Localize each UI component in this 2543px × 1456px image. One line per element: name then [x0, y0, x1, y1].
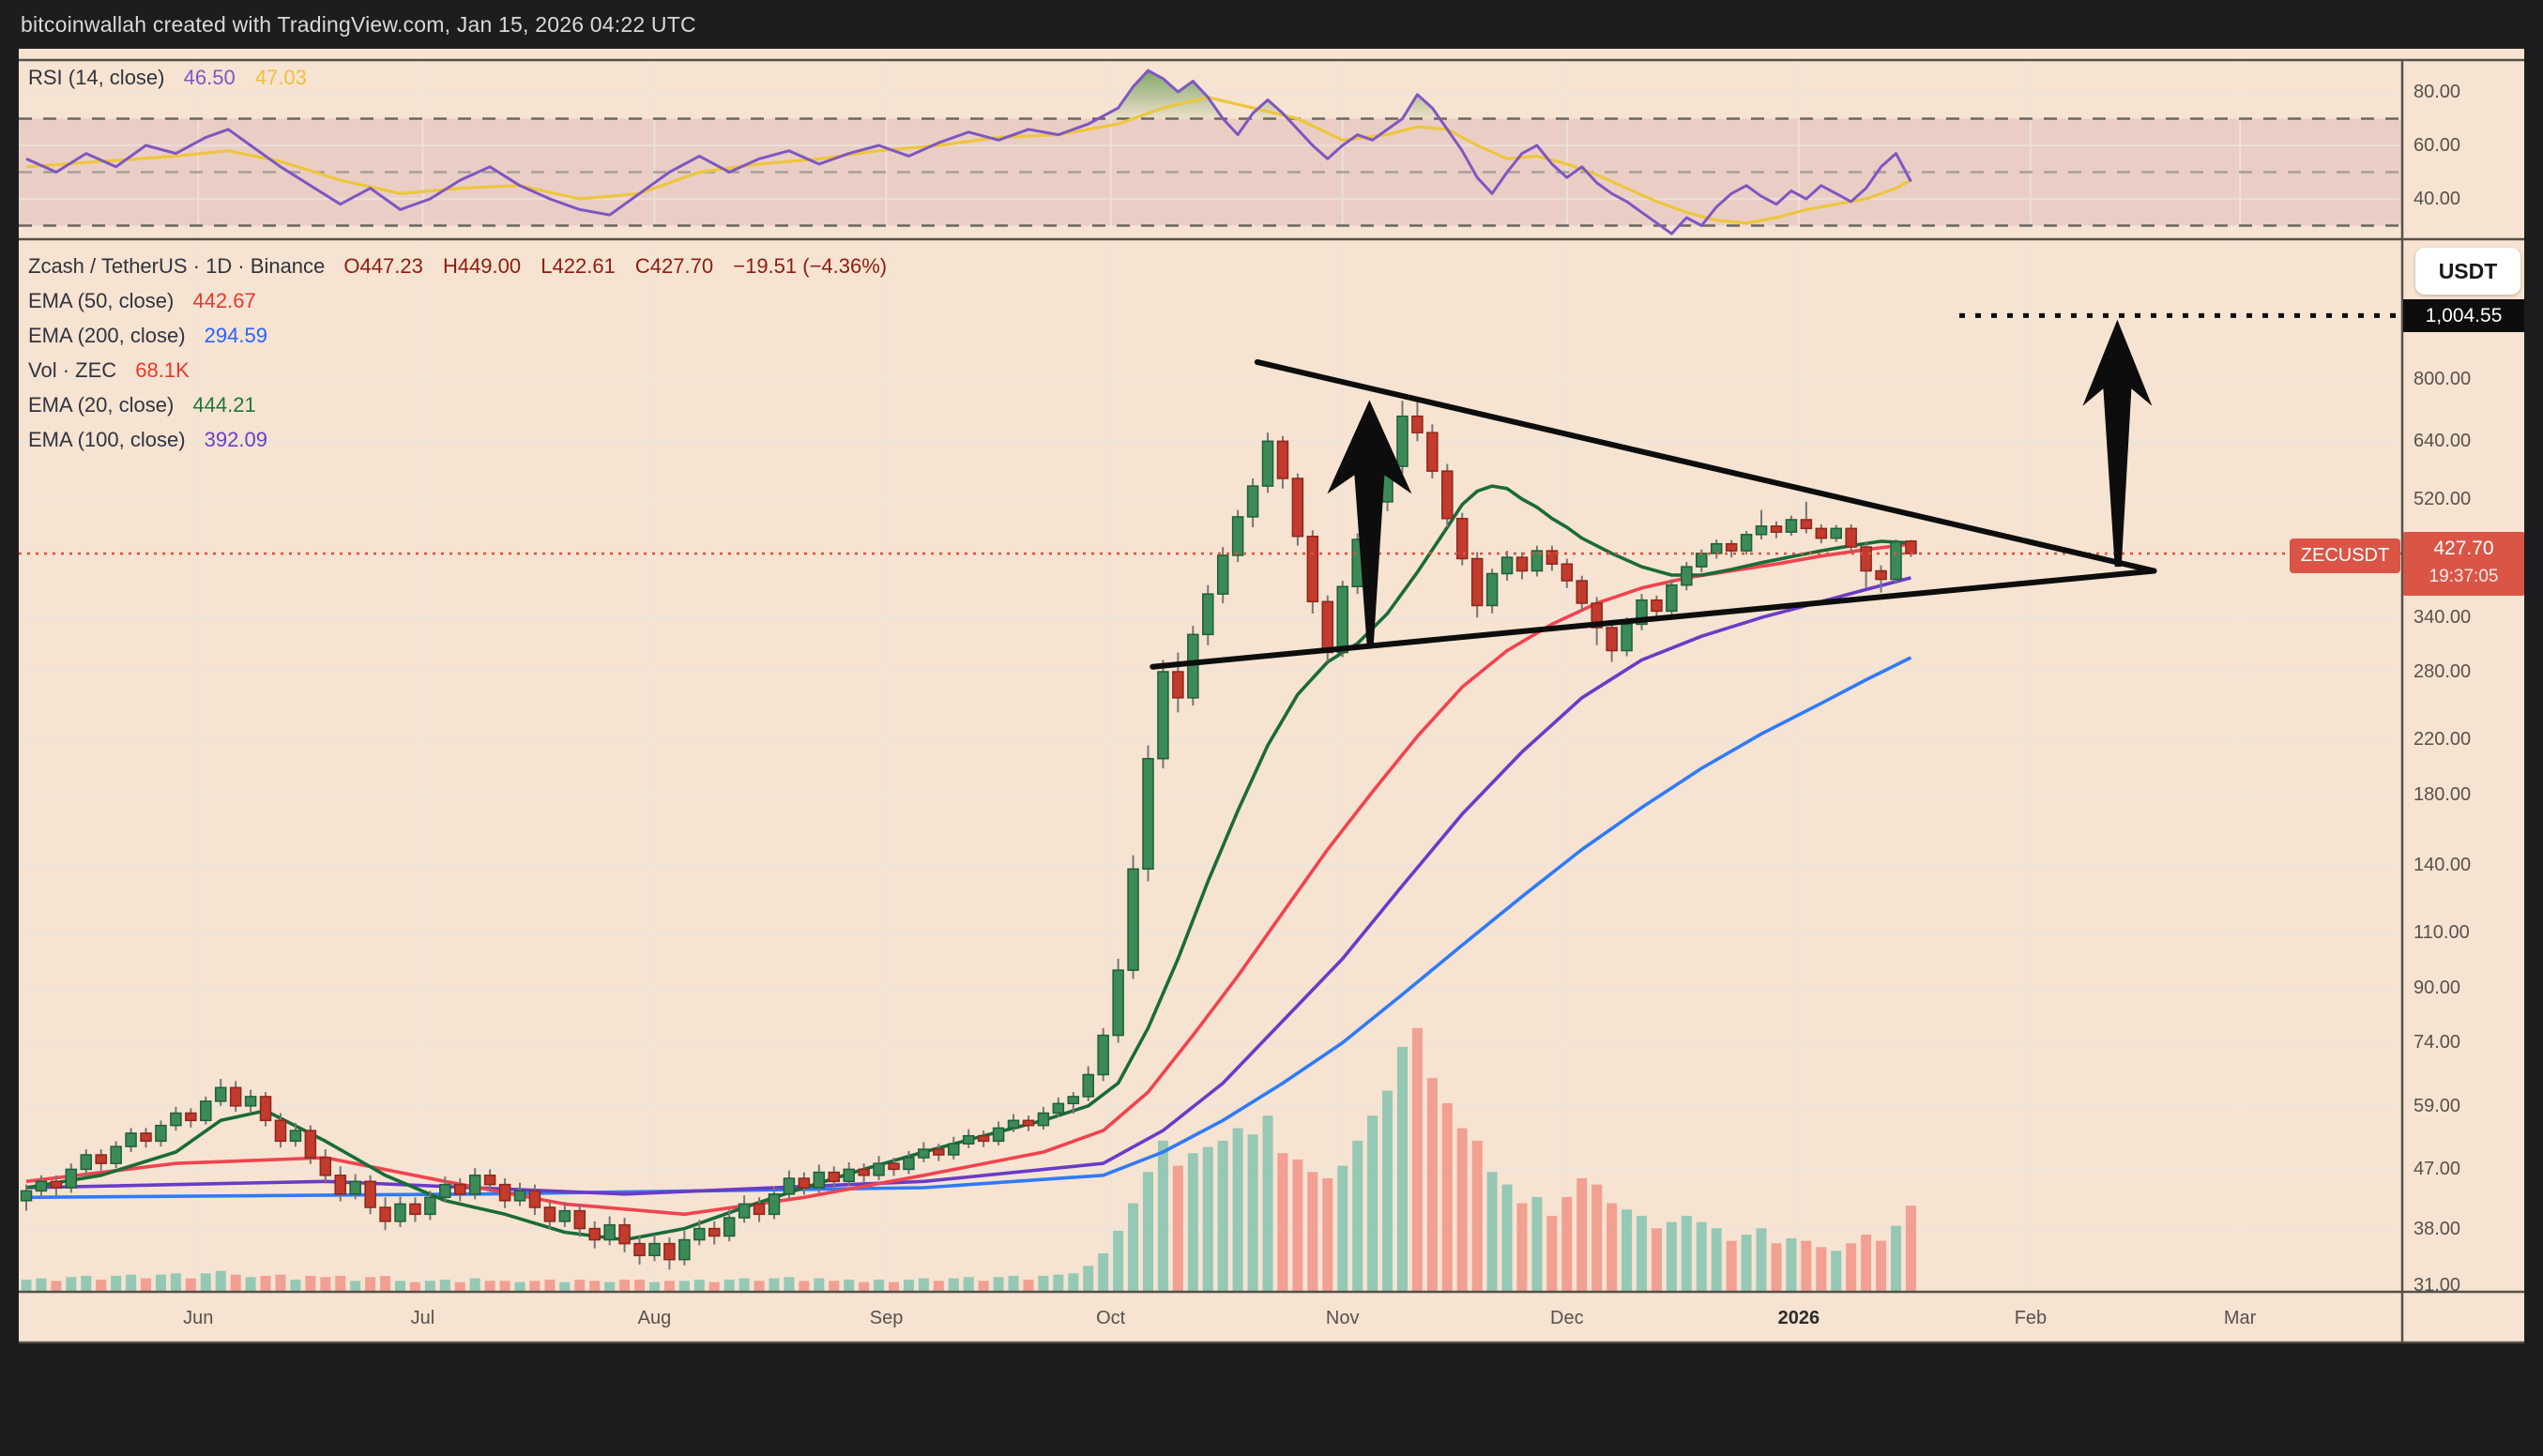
ema200-legend-row[interactable]: EMA (200, close) 294.59 — [28, 318, 887, 353]
time-tick-label: Mar — [2223, 1308, 2257, 1328]
target-price-axis-label: 1,004.55 — [2403, 299, 2524, 332]
breakout-arrow-2[interactable] — [2082, 319, 2153, 568]
breakout-arrow-1[interactable] — [1327, 400, 1412, 646]
ema50-value: 442.67 — [192, 289, 256, 312]
ema50-legend-row[interactable]: EMA (50, close) 442.67 — [28, 283, 887, 318]
ema200-label: EMA (200, close) — [28, 324, 186, 347]
attribution-text: bitcoinwallah created with TradingView.c… — [21, 12, 696, 37]
time-tick-label: Aug — [637, 1308, 672, 1328]
rsi-value: 46.50 — [183, 66, 236, 89]
volume-label: Vol · ZEC — [28, 358, 117, 382]
price-tick-label: 31.00 — [2414, 1275, 2461, 1297]
price-tick-label: 220.00 — [2414, 728, 2472, 750]
ema20-label: EMA (20, close) — [28, 393, 175, 417]
time-tick-label: Feb — [2014, 1308, 2048, 1328]
ohlc-low: L422.61 — [541, 254, 616, 278]
time-tick-label: Nov — [1325, 1308, 1360, 1328]
time-tick-label: Jul — [410, 1308, 435, 1328]
price-tick-label: 110.00 — [2414, 921, 2470, 943]
ohlc-open: O447.23 — [343, 254, 423, 278]
ohlc-change: −19.51 (−4.36%) — [733, 254, 888, 278]
symbol-price-tag: ZECUSDT — [2290, 538, 2400, 573]
time-tick-label: Oct — [1096, 1308, 1126, 1328]
rsi-tick-label: 80.00 — [2414, 82, 2461, 102]
time-tick-label: Sep — [869, 1308, 904, 1328]
current-price-axis-label: 427.70 19:37:05 — [2403, 532, 2524, 596]
price-tick-label: 74.00 — [2414, 1032, 2461, 1054]
time-tick-label: Jun — [183, 1308, 214, 1328]
price-tick-label: 280.00 — [2414, 661, 2472, 682]
time-tick-label: Dec — [1550, 1308, 1584, 1328]
price-tick-label: 180.00 — [2414, 784, 2472, 806]
rsi-legend-label: RSI (14, close) — [28, 66, 165, 89]
rsi-line — [25, 68, 1912, 235]
time-tick-label: 2026 — [1777, 1308, 1820, 1328]
price-tick-label: 59.00 — [2414, 1095, 2461, 1116]
bar-countdown: 19:37:05 — [2429, 567, 2499, 586]
price-tick-label: 800.00 — [2414, 368, 2472, 389]
ema20-legend-row[interactable]: EMA (20, close) 444.21 — [28, 387, 887, 422]
ohlc-close: C427.70 — [634, 254, 714, 278]
main-legend[interactable]: Zcash / TetherUS · 1D · Binance O447.23 … — [28, 249, 887, 457]
ema100-label: EMA (100, close) — [28, 428, 186, 451]
volume-legend-row[interactable]: Vol · ZEC 68.1K — [28, 353, 887, 387]
ema20-line — [25, 484, 1911, 1242]
volume-series — [21, 1027, 1916, 1291]
candlestick-series — [20, 399, 1917, 1270]
ema100-legend-row[interactable]: EMA (100, close) 392.09 — [28, 422, 887, 457]
attribution-bar: bitcoinwallah created with TradingView.c… — [0, 0, 2543, 49]
rsi-tick-label: 40.00 — [2414, 189, 2461, 209]
ema200-line — [25, 656, 1912, 1200]
rsi-tick-label: 60.00 — [2414, 135, 2461, 156]
ema200-value: 294.59 — [204, 324, 267, 347]
rsi-ma-value: 47.03 — [254, 66, 307, 89]
ema100-line — [25, 576, 1911, 1196]
ema50-label: EMA (50, close) — [28, 289, 175, 312]
price-tick-label: 47.00 — [2414, 1159, 2461, 1180]
rsi-ma-line — [25, 96, 1912, 225]
volume-value: 68.1K — [135, 358, 190, 382]
rsi-legend[interactable]: RSI (14, close) 46.50 47.03 — [28, 65, 307, 91]
currency-toggle-button[interactable]: USDT — [2415, 248, 2520, 295]
price-tick-label: 640.00 — [2414, 431, 2472, 452]
resistance-trendline[interactable] — [1254, 358, 2157, 574]
current-price-value: 427.70 — [2433, 538, 2494, 559]
symbol-legend-row[interactable]: Zcash / TetherUS · 1D · Binance O447.23 … — [28, 249, 887, 283]
ema100-value: 392.09 — [204, 428, 267, 451]
ohlc-high: H449.00 — [442, 254, 522, 278]
price-tick-label: 38.00 — [2414, 1218, 2461, 1239]
price-tick-label: 140.00 — [2414, 855, 2472, 875]
price-tick-label: 340.00 — [2414, 607, 2472, 629]
ema20-value: 444.21 — [192, 393, 256, 417]
symbol-title: Zcash / TetherUS · 1D · Binance — [28, 254, 326, 278]
price-tick-label: 90.00 — [2414, 978, 2461, 999]
price-tick-label: 520.00 — [2414, 489, 2472, 510]
support-trendline[interactable] — [1150, 568, 2157, 670]
footer-bar: TradingView — [0, 1343, 2543, 1456]
